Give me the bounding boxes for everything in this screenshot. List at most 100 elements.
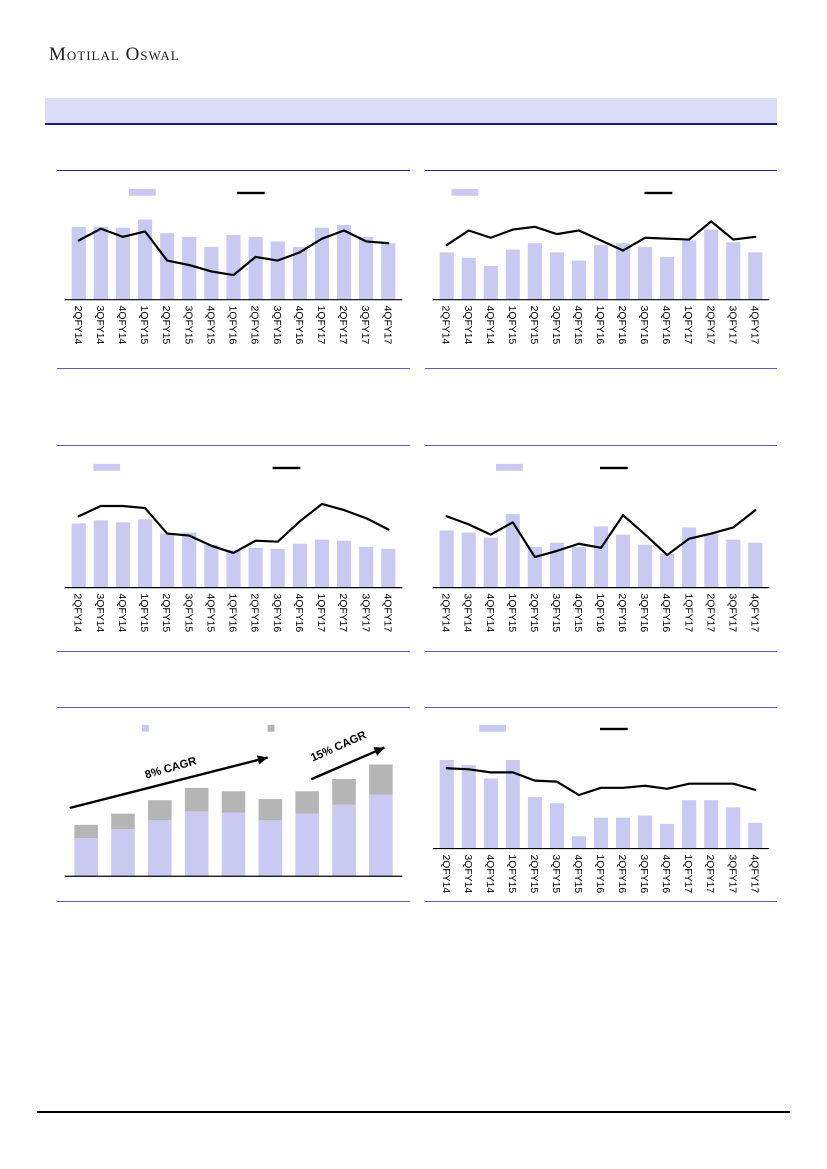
bar (483, 537, 498, 588)
x-axis-label: 4QFY15 (572, 854, 583, 893)
bar (137, 519, 153, 588)
x-axis-label: 3QFY17 (726, 594, 737, 633)
legend-bar-swatch (451, 188, 479, 196)
legend-gray-square-swatch (267, 724, 275, 732)
bar (505, 249, 520, 300)
bar (204, 246, 219, 300)
bar (483, 778, 498, 849)
middle-right-bar-line-chart: 2QFY14 3QFY14 4QFY14 1QFY15 2QFY15 3QFY15 4QFY… (432, 463, 770, 633)
legend-bar-swatch (496, 463, 523, 471)
bar (93, 226, 108, 300)
stacked-bar-top-segment (369, 764, 393, 795)
x-axis-label: 4QFY17 (381, 306, 392, 345)
bar (381, 548, 396, 588)
legend-purple-square-swatch (141, 724, 149, 732)
stacked-bar-top-segment (295, 791, 319, 814)
bar (726, 539, 741, 588)
bar (93, 520, 108, 588)
x-axis-label: 3QFY15 (182, 594, 193, 633)
x-axis-label: 3QFY15 (550, 854, 561, 893)
bar (248, 236, 263, 300)
x-axis-label: 4QFY16 (660, 594, 671, 633)
section-title-banner (45, 98, 777, 125)
bar (71, 523, 86, 588)
legend-line-swatch (644, 191, 673, 195)
bar (660, 553, 675, 588)
bar (615, 817, 631, 849)
stacked-bar-top-segment (221, 791, 246, 813)
bar (359, 546, 374, 588)
stacked-bar-bottom-segment (332, 804, 356, 877)
bar (726, 242, 741, 300)
bar (115, 227, 131, 300)
x-axis-label: 3QFY14 (462, 854, 473, 893)
x-axis-label: 2QFY14 (440, 594, 451, 633)
bar (704, 229, 719, 300)
x-axis-label: 4QFY15 (572, 306, 583, 345)
x-axis-label: 2QFY16 (249, 306, 260, 345)
x-axis-label: 4QFY14 (116, 306, 127, 345)
cagr-arrow (310, 746, 385, 781)
line-series (77, 227, 390, 277)
x-axis-label: 4QFY17 (381, 594, 392, 633)
bar (439, 760, 454, 849)
bar (505, 760, 520, 849)
x-axis-label: 4QFY14 (484, 594, 495, 633)
bar (527, 546, 542, 588)
x-axis-label: 2QFY14 (72, 594, 83, 633)
x-axis-label: 1QFY16 (594, 306, 605, 345)
bar (660, 256, 675, 300)
x-axis-label: 1QFY15 (506, 306, 517, 345)
x-axis-label: 1QFY15 (506, 594, 517, 633)
bar (336, 225, 352, 300)
bar (359, 236, 374, 300)
bar (439, 530, 454, 588)
stacked-bar-bottom-segment (295, 813, 319, 877)
bar (549, 252, 564, 300)
bar (615, 243, 631, 300)
line-series (445, 767, 757, 797)
x-axis-label: 2QFY14 (440, 306, 451, 345)
x-axis-label: 1QFY17 (682, 854, 693, 893)
bar (638, 246, 653, 300)
chart-bottom-right: 2QFY14 3QFY14 4QFY14 1QFY15 2QFY15 3QFY15 4QFY… (425, 707, 777, 902)
top-left-bar-line-chart: 2QFY14 3QFY14 4QFY14 1QFY15 2QFY15 3QFY15 4QFY… (64, 188, 403, 345)
middle-left-bar-line-chart: 2QFY14 3QFY14 4QFY14 1QFY15 2QFY15 3QFY15 4QFY… (64, 463, 403, 633)
bar (593, 817, 609, 849)
bar (71, 226, 86, 300)
chart-middle-left: 2QFY14 3QFY14 4QFY14 1QFY15 2QFY15 3QFY15 4QFY… (57, 445, 410, 652)
bar (314, 539, 330, 588)
x-axis-label: 4QFY16 (660, 306, 671, 345)
legend-line-swatch (236, 191, 265, 195)
bar (571, 546, 587, 588)
x-axis-label: 2QFY17 (704, 306, 715, 345)
x-axis-label: 1QFY16 (594, 594, 605, 633)
arrowhead-icon (256, 755, 268, 765)
x-axis-label: 4QFY16 (293, 594, 304, 633)
x-axis-label: 2QFY15 (528, 854, 539, 893)
x-axis-label: 3QFY15 (550, 594, 561, 633)
x-axis-label: 3QFY17 (359, 594, 370, 633)
bar (160, 533, 175, 588)
x-axis-label: 3QFY14 (94, 594, 105, 633)
x-axis-label: 1QFY15 (138, 306, 149, 345)
stacked-bar-top-segment (111, 813, 135, 830)
x-axis-label: 3QFY15 (550, 306, 561, 345)
stacked-bar-bottom-segment (74, 838, 98, 877)
x-axis-label: 4QFY15 (204, 594, 215, 633)
bar (115, 522, 130, 588)
bar (461, 257, 476, 300)
bar (748, 252, 763, 300)
chart-middle-right: 2QFY14 3QFY14 4QFY14 1QFY15 2QFY15 3QFY15 4QFY… (425, 445, 777, 652)
legend-bar-swatch (129, 188, 156, 196)
chart-bottom-left: 8% CAGR 15% CAGR (57, 707, 410, 902)
bar (204, 544, 219, 588)
bar (682, 240, 697, 300)
bar (593, 526, 609, 588)
line-series (445, 220, 757, 252)
chart-top-right: 2QFY14 3QFY14 4QFY14 1QFY15 2QFY15 3QFY15 4QFY… (425, 170, 777, 369)
x-axis-label: 1QFY17 (315, 594, 326, 633)
bar (505, 514, 520, 588)
stacked-bar-bottom-segment (184, 811, 209, 877)
